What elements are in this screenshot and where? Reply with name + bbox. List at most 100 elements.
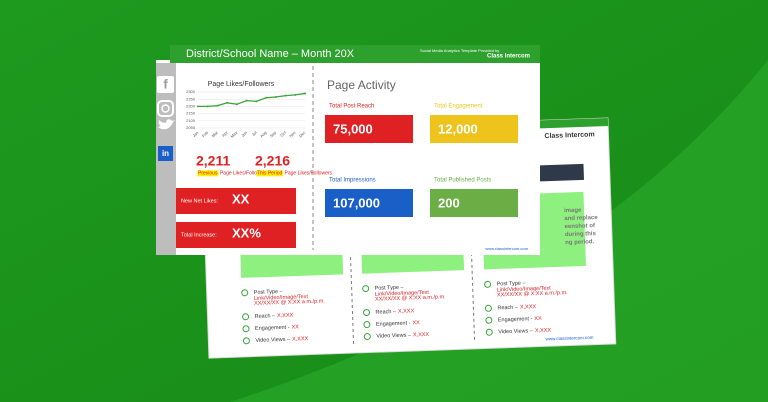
x-tick-label: Jun (240, 130, 248, 138)
note-line: during this (565, 231, 597, 238)
x-tick-label: Jan (191, 130, 199, 138)
likes-label: Page Likes/Followers (220, 170, 268, 176)
metric-label: Total Engagement (434, 104, 483, 110)
header-title: District/School Name – Month 20X (186, 48, 355, 60)
data-point (304, 92, 306, 95)
x-tick-label: Mar (211, 129, 220, 138)
likes-highlight: This Period (257, 170, 283, 176)
summary-label: Total Increase: (181, 232, 217, 238)
x-tick-label: Apr (221, 129, 229, 137)
data-point (265, 96, 268, 99)
linkedin-glyph: in (162, 149, 169, 158)
x-tick-label: Oct (279, 129, 288, 138)
instagram-icon (157, 100, 174, 117)
image-bar (529, 163, 585, 182)
y-tick-label: 2300 (186, 89, 196, 94)
metric-label: Total Published Posts (434, 178, 491, 184)
brand: Class Intercom (487, 54, 530, 60)
y-tick-label: 2250 (186, 96, 196, 101)
post-date: XX/XX/XX @ X:XX a.m./p.m. (375, 294, 446, 302)
x-tick-label: Nov (288, 130, 297, 139)
post-label: Post Type – (375, 285, 405, 292)
data-point (197, 105, 199, 108)
post-value: Link/Video/Image/Text (254, 294, 309, 302)
post-value: XX (291, 324, 299, 330)
metric-box (430, 189, 518, 217)
footer-url: www.classintercom.com (485, 246, 528, 251)
post-icon (485, 316, 493, 324)
x-tick-label: Feb (201, 129, 210, 138)
post-label: Engagement - (498, 316, 533, 323)
post-icon (363, 309, 371, 317)
metric-value: 75,000 (333, 121, 373, 136)
post-icon (242, 313, 250, 321)
swoosh (230, 60, 768, 402)
activity-title: Page Activity (327, 78, 396, 92)
summary-box (176, 222, 296, 248)
post-value: XX (534, 316, 542, 322)
y-tick-label: 2200 (186, 103, 196, 108)
post-date: XX/XX/XX @ X:XX a.m./p.m. (497, 290, 568, 298)
metric-label: Total Post Reach (329, 104, 374, 110)
metric-box (325, 115, 413, 143)
summary-value: XX (232, 191, 250, 206)
summary-value: XX% (232, 225, 261, 240)
data-point (284, 94, 287, 97)
column-divider (350, 257, 355, 348)
back-brand: Class Intercom (544, 131, 594, 140)
metric-value: 200 (438, 195, 460, 210)
post-label: Post Type – (496, 280, 526, 287)
post-icon (363, 333, 371, 341)
x-tick-label: Dec (298, 130, 307, 139)
metric-value: 107,000 (333, 195, 380, 210)
instagram-lens (161, 104, 170, 113)
post-value: X,XXX (292, 336, 309, 343)
post-label: Reach – (254, 313, 276, 320)
likes-label: Page Likes/Followers (285, 170, 333, 176)
x-tick-label: May (229, 130, 238, 139)
post-value: Link/Video/Image/Text (497, 286, 552, 294)
linkedin-icon (158, 146, 173, 161)
data-point (226, 101, 229, 104)
post-value: X,XXX (535, 328, 552, 335)
front-header (170, 45, 540, 63)
post-icon (484, 280, 492, 288)
note-line: eenshot of (565, 223, 597, 230)
x-tick-label: Jul (251, 130, 258, 137)
post-value: XX (412, 320, 420, 326)
post-label: Engagement - (376, 320, 411, 327)
metric-box (430, 115, 518, 143)
column-divider (470, 252, 476, 343)
highlight-bg (197, 170, 219, 177)
front-slide: District/School Name – Month 20X Social … (156, 45, 540, 255)
post-icon (484, 304, 492, 312)
likes-value: 2,216 (255, 153, 290, 169)
metric-value: 12,000 (438, 121, 478, 136)
facebook-icon (157, 76, 174, 93)
post-value: X,XXX (277, 313, 294, 320)
data-line (198, 92, 306, 108)
likes-value: 2,211 (196, 153, 230, 169)
data-point (206, 105, 209, 108)
data-point (245, 99, 248, 102)
data-point (255, 100, 258, 103)
note-line: image (564, 208, 582, 215)
post-label: Reach – (375, 309, 397, 316)
post-label: Video Views – (255, 337, 291, 344)
metric-label: Total Impressions (329, 178, 376, 184)
post-label: Engagement - (255, 325, 290, 332)
post-value: Link/Video/Image/Text (375, 290, 430, 298)
x-tick-label: Sep (269, 129, 278, 138)
note-line: and replace (564, 215, 598, 222)
likes-highlight: Previous (198, 170, 218, 176)
post-icon (362, 285, 370, 293)
data-point (294, 93, 297, 96)
data-point (216, 104, 219, 107)
post-label: Reach – (497, 305, 519, 312)
post-icon (242, 325, 250, 333)
post-icon (485, 328, 493, 336)
